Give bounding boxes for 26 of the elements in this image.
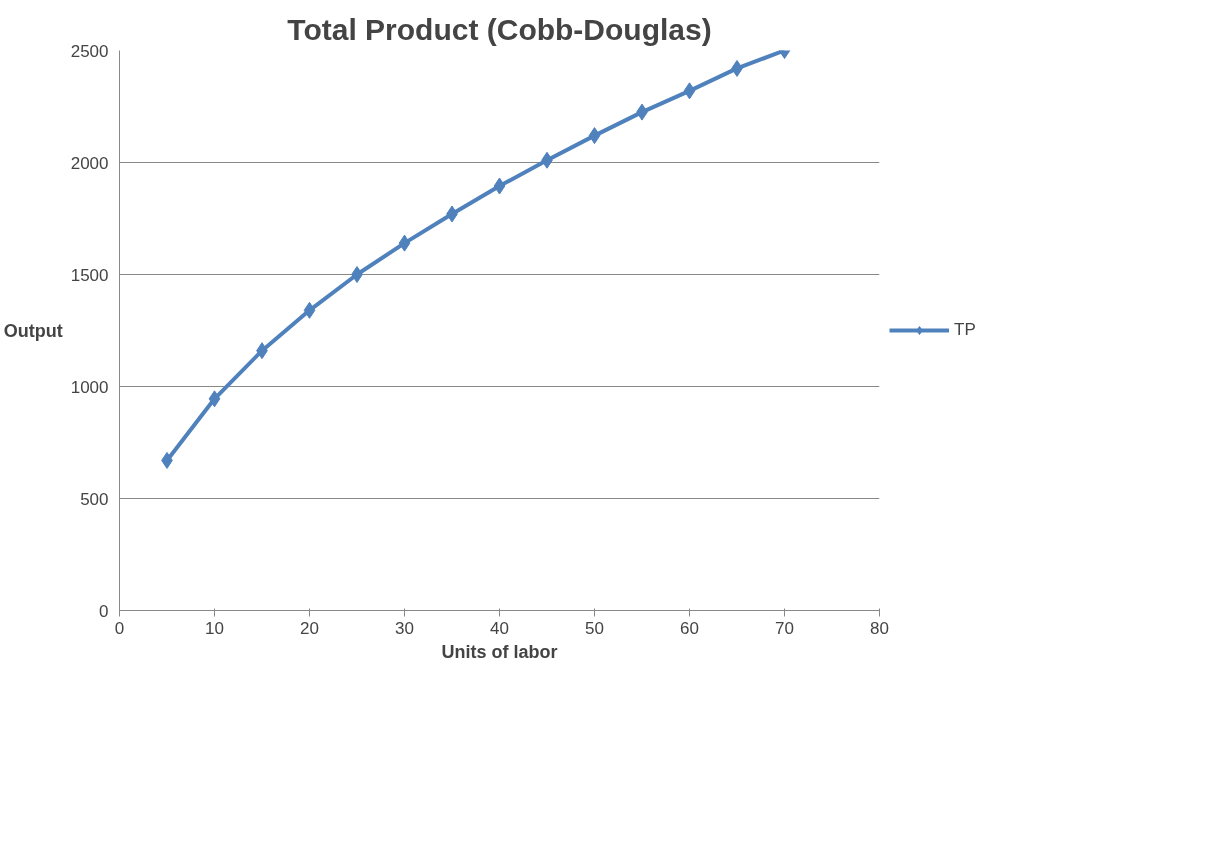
x-tick-label: 20: [300, 618, 319, 638]
x-tick-label: 10: [205, 618, 224, 638]
point: [303, 301, 316, 319]
y-tick-label: 500: [80, 489, 109, 509]
y-tick-label: 2500: [70, 41, 109, 61]
x-tick-label: 60: [680, 618, 699, 638]
x-tick-label: 50: [585, 618, 604, 638]
point: [208, 390, 221, 408]
point: [588, 127, 601, 145]
chart-title: Total Product (Cobb-Douglas): [287, 12, 712, 46]
point: [683, 82, 696, 100]
x-tick-label: 30: [395, 618, 414, 638]
y-tick-label: 2000: [70, 153, 109, 173]
point: [398, 234, 411, 252]
point: [493, 177, 506, 195]
x-axis-title: Units of labor: [441, 641, 558, 662]
x-tick-label: 70: [775, 618, 794, 638]
x-tick-label: 40: [490, 618, 509, 638]
y-axis-title: Output: [3, 320, 63, 341]
x-tick-label: 0: [114, 618, 125, 638]
x-tick-label: 80: [870, 618, 889, 638]
point: [351, 266, 363, 283]
y-tick-label: 1500: [70, 265, 109, 285]
y-tick-label: 1000: [70, 377, 109, 397]
legend-label: TP: [954, 320, 976, 340]
y-tick-label: 0: [99, 601, 109, 621]
